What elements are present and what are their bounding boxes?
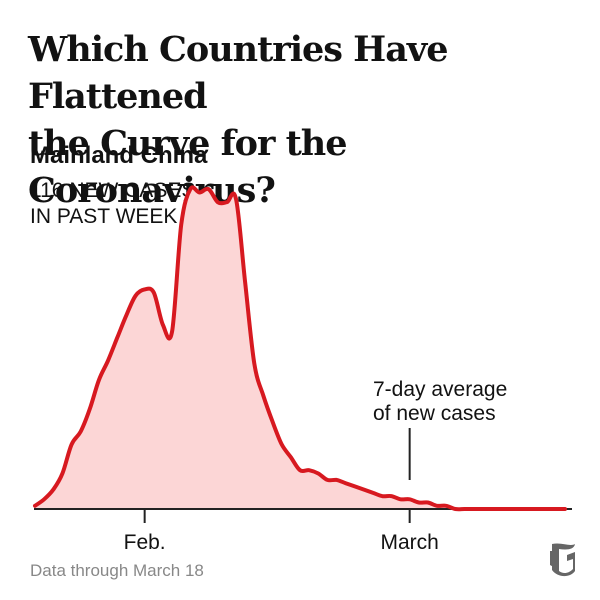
chart-title: Which Countries Have Flattened the Curve… [28, 26, 588, 214]
x-tick-label-0: Feb. [124, 531, 166, 554]
chart-title-line-1: Which Countries Have Flattened [28, 29, 449, 117]
x-tick-label-1: March [380, 531, 438, 554]
annotation-text-line-2: of new cases [373, 402, 496, 425]
new-cases-stat: 116 NEW CASES IN PAST WEEK [30, 178, 195, 230]
new-cases-stat-line-1: 116 NEW CASES [30, 179, 196, 202]
data-source-note: Data through March 18 [30, 561, 204, 580]
cases-area-fill [35, 187, 565, 510]
nyt-logo-icon [550, 543, 575, 577]
cases-series-line [33, 185, 567, 512]
region-label: Mainland China [30, 142, 208, 169]
annotation-text-line-1: 7-day average [373, 378, 507, 401]
new-cases-stat-line-2: IN PAST WEEK [30, 205, 178, 228]
